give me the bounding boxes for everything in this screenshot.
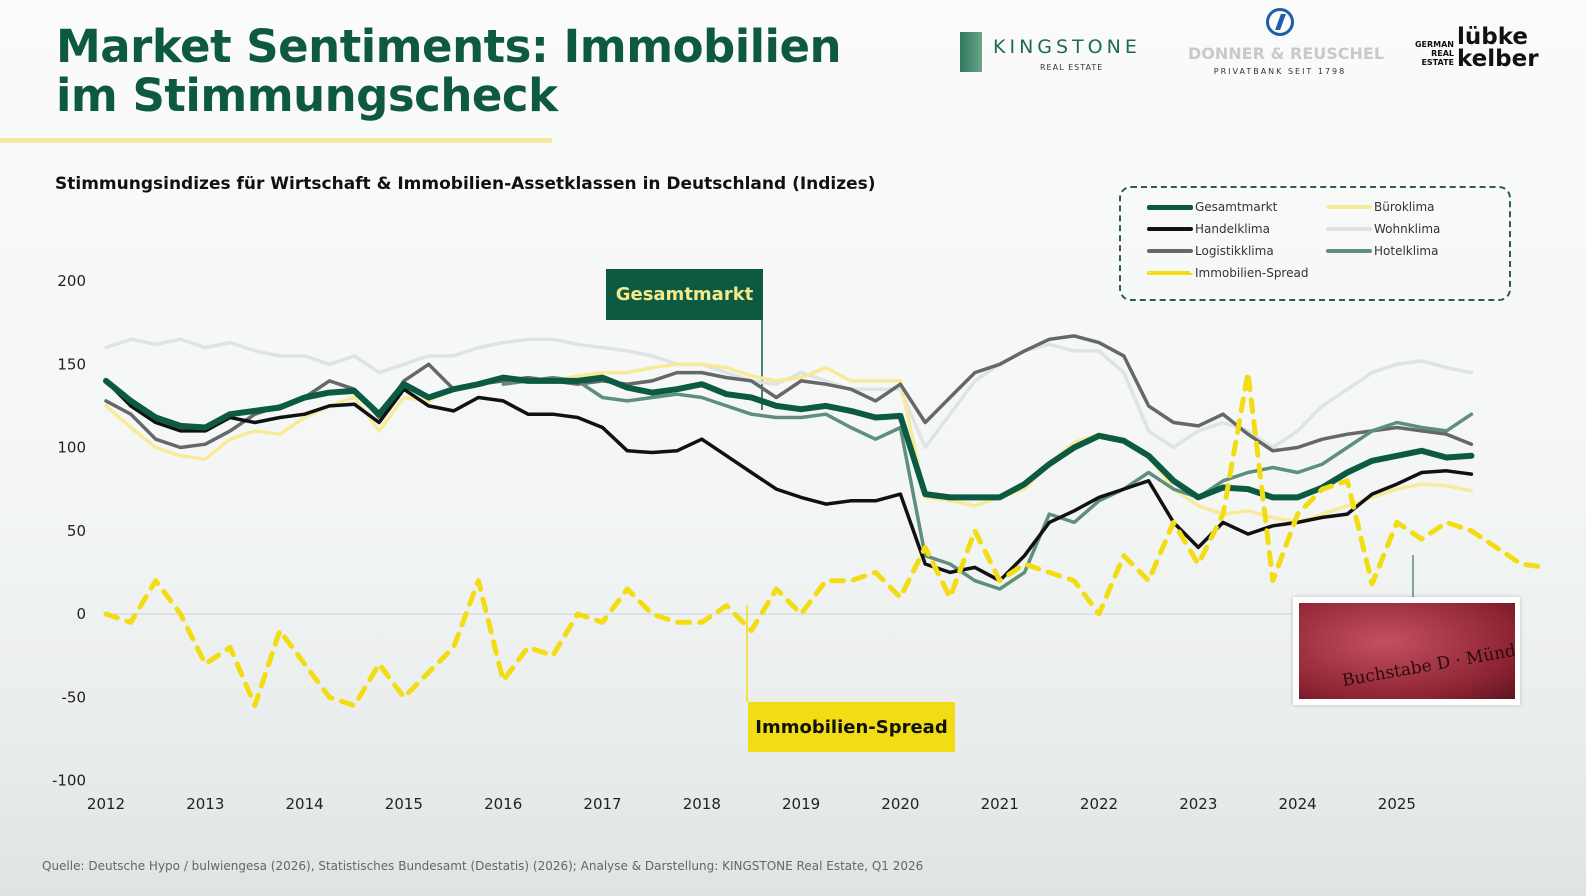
title-line-1: Market Sentiments: Immobilien	[56, 20, 842, 73]
legend-item: Immobilien-Spread	[1147, 266, 1308, 280]
y-tick-label: 150	[57, 355, 86, 373]
gesamtmarkt-callout: Gesamtmarkt	[606, 269, 763, 320]
x-tick-label: 2022	[1080, 795, 1118, 813]
legend-swatch	[1147, 249, 1193, 253]
kingstone-sub: REAL ESTATE	[1040, 63, 1104, 72]
y-tick-label: 50	[67, 522, 86, 540]
x-tick-label: 2012	[87, 795, 125, 813]
y-tick-label: 200	[57, 272, 86, 290]
x-tick-label: 2025	[1378, 795, 1416, 813]
legend-item: Hotelklima	[1326, 244, 1438, 258]
y-tick-label: -100	[52, 772, 86, 790]
legend-label: Gesamtmarkt	[1195, 200, 1278, 214]
legend-swatch	[1147, 227, 1193, 231]
x-tick-label: 2024	[1279, 795, 1317, 813]
x-tick-label: 2016	[484, 795, 522, 813]
series-line-immobilien-spread	[103, 370, 1549, 709]
legend-item: Handelklima	[1147, 222, 1270, 236]
chart-subtitle: Stimmungsindizes für Wirtschaft & Immobi…	[55, 174, 876, 194]
page-title: Market Sentiments: Immobilien im Stimmun…	[56, 20, 842, 122]
x-tick-label: 2019	[782, 795, 820, 813]
kingstone-name: KINGSTONE	[993, 36, 1141, 58]
legend-label: Immobilien-Spread	[1195, 266, 1309, 280]
spread-callout: Immobilien-Spread	[748, 702, 955, 752]
donner-reuschel-logo: DONNER & REUSCHEL PRIVATBANK SEIT 1798	[1188, 8, 1385, 76]
series-line-hotelklima	[501, 375, 1474, 591]
photo-caption: Buchstabe D · Mündelsicherer · 4½ v.H. P…	[1340, 603, 1515, 692]
x-tick-label: 2023	[1179, 795, 1217, 813]
legend-swatch	[1326, 249, 1372, 253]
x-tick-label: 2013	[186, 795, 224, 813]
series-line-logistikklima	[104, 334, 1474, 453]
legend-label: Logistikklima	[1195, 244, 1274, 258]
x-tick-label: 2017	[583, 795, 621, 813]
legend-swatch	[1147, 271, 1193, 275]
luebke-small: GERMAN REAL ESTATE	[1414, 40, 1454, 67]
legend-item: Büroklima	[1326, 200, 1435, 214]
pfandbrief-photo: Buchstabe D · Mündelsicherer · 4½ v.H. P…	[1293, 597, 1520, 705]
donner-mark-icon	[1266, 8, 1294, 36]
donner-sub: PRIVATBANK SEIT 1798	[1213, 67, 1347, 76]
legend-swatch	[1147, 204, 1193, 210]
x-tick-label: 2014	[286, 795, 324, 813]
luebke-word1: lübke	[1457, 24, 1528, 50]
title-line-2: im Stimmungscheck	[56, 69, 558, 122]
legend-item: Logistikklima	[1147, 244, 1274, 258]
legend-item: Wohnklima	[1326, 222, 1440, 236]
x-tick-label: 2021	[981, 795, 1019, 813]
legend-swatch	[1326, 205, 1372, 209]
kingstone-building-icon	[960, 32, 982, 72]
y-tick-label: -50	[62, 688, 87, 706]
series-line-gesamtmarkt	[103, 374, 1475, 501]
y-tick-label: 100	[57, 439, 86, 457]
legend-label: Büroklima	[1374, 200, 1435, 214]
x-tick-label: 2020	[881, 795, 919, 813]
x-tick-label: 2015	[385, 795, 423, 813]
luebke-word2: kelber	[1457, 46, 1539, 72]
legend-label: Handelklima	[1195, 222, 1270, 236]
luebke-big: lübke kelber	[1457, 24, 1539, 72]
chart-legend: Gesamtmarkt Büroklima Handelklima Wohnklima…	[1119, 186, 1511, 301]
source-note: Quelle: Deutsche Hypo / bulwiengesa (202…	[42, 859, 924, 873]
y-tick-label: 0	[76, 605, 86, 623]
legend-swatch	[1326, 227, 1372, 231]
legend-label: Wohnklima	[1374, 222, 1441, 236]
donner-name: DONNER & REUSCHEL	[1188, 44, 1385, 63]
series-line-handelklima	[104, 379, 1474, 583]
legend-item: Gesamtmarkt	[1147, 200, 1277, 214]
x-tick-label: 2018	[683, 795, 721, 813]
legend-label: Hotelklima	[1374, 244, 1439, 258]
title-underline	[0, 138, 552, 143]
pfandbrief-image: Buchstabe D · Mündelsicherer · 4½ v.H. P…	[1299, 603, 1515, 699]
